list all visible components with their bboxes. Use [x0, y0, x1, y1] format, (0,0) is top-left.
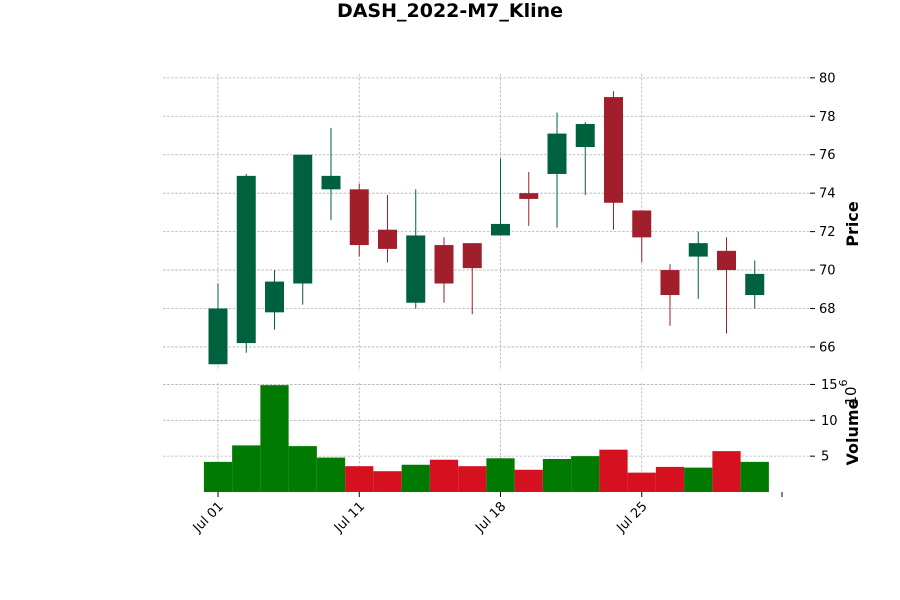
volume-bar	[232, 445, 261, 492]
candle-body	[208, 308, 228, 365]
candle-body	[236, 175, 256, 344]
price-tick-label: 72	[819, 225, 836, 240]
volume-bars	[203, 385, 769, 492]
candle	[717, 237, 736, 334]
volume-bar	[655, 466, 685, 492]
price-tick-label: 66	[819, 340, 836, 355]
price-tick-label: 70	[819, 264, 836, 279]
price-axis-label: Price	[843, 201, 862, 247]
candle-body	[688, 243, 708, 257]
volume-bar	[740, 461, 769, 492]
x-tick-label: Jul 18	[472, 499, 509, 536]
candle-body	[265, 281, 284, 313]
candle	[321, 127, 341, 221]
price-tick-label: 76	[819, 148, 836, 163]
volume-bar	[712, 451, 741, 492]
volume-panel: 5 10 15 Volume 10 6	[163, 378, 862, 492]
volume-exponent-power: 6	[837, 380, 850, 387]
candle	[462, 243, 482, 315]
candle-body	[604, 97, 623, 203]
price-tick-label: 80	[819, 71, 836, 86]
candle-body	[321, 175, 341, 190]
candle	[519, 172, 539, 226]
candle	[575, 122, 595, 196]
chart-title: DASH_2022-M7_Kline	[337, 0, 563, 22]
volume-bar	[401, 464, 430, 492]
volume-bar	[486, 458, 515, 492]
candle-body	[717, 250, 736, 271]
candle-body	[434, 245, 454, 284]
price-tick-label: 78	[819, 110, 836, 125]
volume-tick-label: 5	[821, 450, 829, 465]
candle	[349, 183, 369, 257]
volume-bar	[429, 459, 459, 492]
volume-bar	[542, 459, 572, 492]
candle	[688, 231, 708, 299]
volume-y-axis: 5 10 15	[810, 378, 838, 465]
volume-bar	[627, 472, 656, 492]
candle-body	[660, 270, 680, 296]
volume-exponent-base: 10	[842, 386, 860, 405]
volume-bar	[203, 461, 233, 492]
volume-bar	[260, 385, 289, 492]
candle	[632, 210, 652, 263]
volume-bar	[514, 469, 543, 492]
candle-body	[406, 235, 426, 303]
candle	[434, 237, 454, 303]
candle	[547, 112, 567, 228]
candle	[406, 189, 426, 309]
volume-bar	[345, 466, 374, 492]
candle	[745, 260, 765, 309]
volume-bar	[599, 449, 628, 492]
x-tick-label: Jul 25	[614, 499, 651, 536]
volume-bar	[288, 446, 317, 492]
candle	[604, 91, 623, 230]
volume-bar	[316, 457, 346, 492]
x-tick-label: Jul 11	[331, 499, 368, 536]
price-panel: 66 68 70 72 74 76 78 80 Price	[163, 71, 862, 370]
candle-body	[745, 273, 765, 296]
volume-tick-label: 10	[821, 414, 838, 429]
price-tick-label: 68	[819, 302, 836, 317]
candle	[378, 195, 397, 263]
candle-body	[632, 210, 652, 238]
candle	[293, 154, 313, 305]
candle	[208, 283, 228, 365]
candles	[208, 91, 765, 365]
candle	[660, 264, 680, 326]
candle-body	[491, 223, 510, 236]
x-tick-label: Jul 01	[190, 499, 227, 536]
candle	[265, 270, 284, 330]
candle-body	[349, 189, 369, 246]
candle	[491, 158, 510, 236]
volume-axis-label: Volume	[843, 398, 862, 465]
volume-bar	[458, 466, 487, 492]
volume-bar	[571, 456, 600, 492]
candle	[236, 173, 256, 353]
price-tick-label: 74	[819, 187, 836, 202]
volume-bar	[684, 467, 713, 492]
candle-body	[519, 193, 539, 199]
x-axis: Jul 01 Jul 11 Jul 18 Jul 25	[190, 492, 783, 536]
volume-bar	[373, 471, 402, 492]
candle-body	[575, 123, 595, 148]
candle-body	[547, 133, 567, 174]
price-y-axis: 66 68 70 72 74 76 78 80	[810, 71, 836, 355]
candle-body	[462, 243, 482, 269]
candle-body	[378, 229, 397, 249]
volume-tick-label: 15	[821, 378, 838, 393]
price-grid	[163, 74, 810, 370]
candle-body	[293, 154, 313, 284]
